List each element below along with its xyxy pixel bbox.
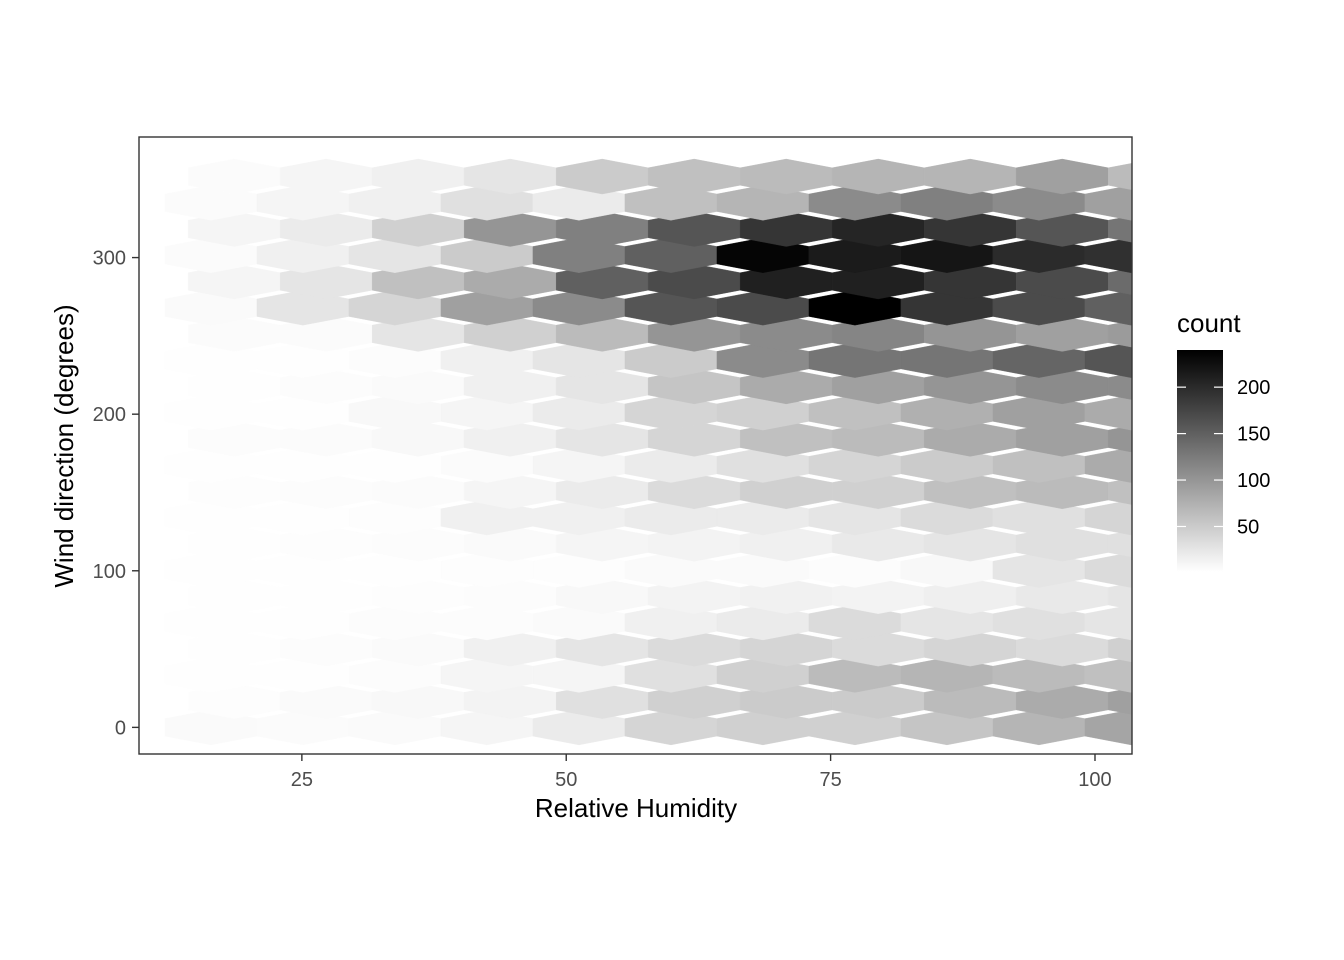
hex-bin xyxy=(1084,237,1132,273)
x-tick-label: 75 xyxy=(819,769,841,791)
hex-bin xyxy=(1084,552,1132,588)
hex-bin xyxy=(1108,320,1132,348)
hex-bin xyxy=(1108,163,1132,191)
hex-bin xyxy=(1084,604,1132,641)
legend-tick-label: 50 xyxy=(1237,516,1259,538)
legend-tick-label: 200 xyxy=(1237,377,1270,399)
y-tick-label: 200 xyxy=(93,404,126,426)
hex-bin xyxy=(1108,267,1132,295)
y-tick-label: 100 xyxy=(93,561,126,583)
hex-bin xyxy=(1084,447,1132,483)
hex-bin xyxy=(1108,582,1132,610)
legend-colorbar xyxy=(1177,350,1223,572)
x-axis-title: Relative Humidity xyxy=(535,793,737,823)
y-tick-label: 0 xyxy=(115,717,126,739)
y-axis-title: Wind direction (degrees) xyxy=(49,304,79,587)
x-tick-label: 25 xyxy=(291,769,313,791)
hex-bin xyxy=(1084,290,1132,326)
legend-ticks: 50 100 150 200 xyxy=(1177,377,1270,538)
hex-bin xyxy=(1084,709,1132,746)
hex-bin xyxy=(1108,372,1132,400)
x-tick-label: 50 xyxy=(555,769,577,791)
panel-border xyxy=(138,136,1133,755)
y-tick-label: 300 xyxy=(93,248,126,270)
legend-title: count xyxy=(1177,308,1241,338)
hex-bin xyxy=(1108,635,1132,663)
hex-bin xyxy=(1084,499,1132,536)
y-axis: 0 100 200 300 xyxy=(93,248,139,739)
hex-bin xyxy=(1108,530,1132,558)
x-tick-label: 100 xyxy=(1078,769,1111,791)
legend: count 50 100 150 200 xyxy=(1177,308,1270,572)
hexbin-layer xyxy=(164,158,1132,746)
hex-bin xyxy=(1084,342,1132,378)
hex-bin xyxy=(1084,657,1132,693)
hex-bin xyxy=(1108,215,1132,243)
hex-bin xyxy=(1108,425,1132,453)
x-axis: 25 50 75 100 xyxy=(291,754,1112,791)
hex-bin xyxy=(1108,477,1132,505)
hex-bin xyxy=(1108,687,1132,715)
legend-tick-label: 100 xyxy=(1237,470,1270,492)
hex-bin xyxy=(1084,394,1132,431)
hex-bin xyxy=(1084,185,1132,221)
legend-tick-label: 150 xyxy=(1237,424,1270,446)
